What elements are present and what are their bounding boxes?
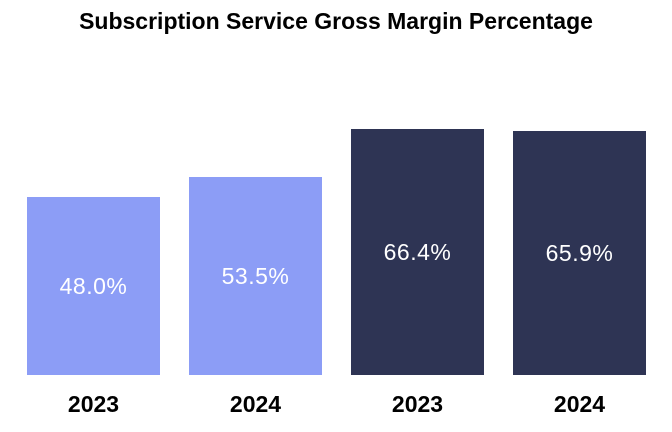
- bar: 66.4%: [351, 129, 484, 375]
- chart-title: Subscription Service Gross Margin Percen…: [79, 8, 593, 34]
- x-axis-tick-label: 2024: [553, 391, 606, 417]
- x-axis-tick-label: 2024: [229, 391, 282, 417]
- bar: 65.9%: [513, 131, 646, 375]
- bar-value-label: 48.0%: [59, 272, 128, 299]
- bar-value-label: 65.9%: [545, 239, 614, 266]
- x-axis-tick-label: 2023: [391, 391, 444, 417]
- bar: 53.5%: [189, 177, 322, 375]
- bar-value-label: 53.5%: [221, 262, 290, 289]
- bar: 48.0%: [27, 197, 160, 375]
- x-axis-tick-label: 2023: [67, 391, 120, 417]
- bar-value-label: 66.4%: [383, 238, 452, 265]
